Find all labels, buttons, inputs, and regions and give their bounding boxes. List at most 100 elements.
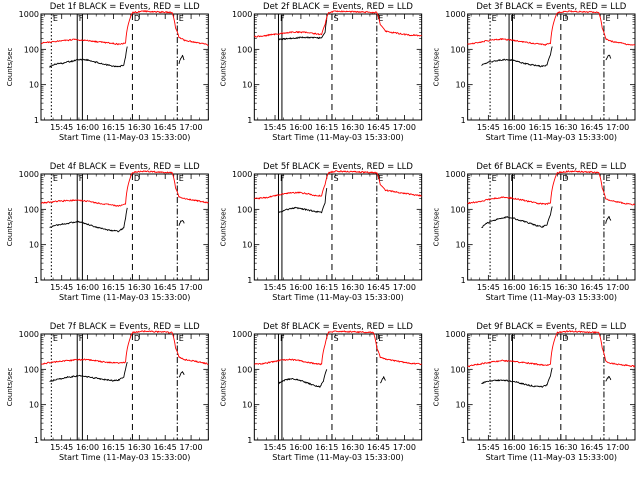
y-axis-label: Counts/sec	[219, 208, 227, 247]
x-tick-label: 16:15	[315, 443, 338, 452]
panel-title: Det 3f BLACK = Events, RED = LLD	[476, 2, 626, 12]
events-series-line	[379, 376, 386, 384]
events-series-line	[278, 187, 328, 214]
x-tick-label: 16:15	[529, 283, 552, 292]
marker-label: E	[492, 14, 497, 23]
x-tick-label: 15:45	[477, 443, 500, 452]
y-tick-label: 10	[29, 401, 39, 410]
y-tick-label: 100	[24, 45, 39, 54]
lld-series-line	[40, 330, 209, 365]
x-tick-label: 17:00	[606, 283, 629, 292]
y-tick-label: 1	[461, 276, 466, 285]
marker-label: E	[492, 334, 497, 343]
x-tick-label: 16:00	[289, 283, 312, 292]
y-axis-label: Counts/sec	[6, 48, 14, 87]
y-tick-label: 1	[461, 436, 466, 445]
panel-1: Det 1f BLACK = Events, RED = LLD 1 10 100 10…	[6, 2, 209, 142]
marker-label: E	[53, 334, 58, 343]
marker-label: S	[333, 14, 338, 23]
y-tick-label: 100	[24, 205, 39, 214]
events-series-line	[49, 361, 128, 382]
y-tick-label: 100	[24, 365, 39, 374]
events-series-line	[605, 376, 612, 382]
marker-label: D	[134, 174, 140, 183]
events-series-line	[278, 369, 328, 388]
x-tick-label: 16:45	[580, 123, 603, 132]
x-tick-label: 15:45	[263, 283, 286, 292]
marker-label: E	[378, 174, 383, 183]
x-tick-label: 15:45	[263, 443, 286, 452]
y-tick-label: 1	[247, 436, 252, 445]
x-tick-label: 17:00	[180, 283, 203, 292]
x-tick-label: 17:00	[393, 123, 416, 132]
panel-title: Det 8f BLACK = Events, RED = LLD	[263, 322, 413, 332]
x-tick-label: 16:45	[154, 283, 177, 292]
y-axis-label: Counts/sec	[433, 48, 441, 87]
marker-label: E	[378, 334, 383, 343]
marker-label: D	[562, 334, 568, 343]
y-axis-label: Counts/sec	[433, 208, 441, 247]
x-axis-label: Start Time (11-May-03 15:33:00)	[59, 293, 190, 302]
x-tick-label: 15:45	[263, 123, 286, 132]
marker-label: E	[605, 334, 610, 343]
plot-frame	[40, 13, 209, 121]
panel-5: Det 5f BLACK = Events, RED = LLD 1 10 100 10…	[219, 162, 423, 302]
marker-label: F	[511, 334, 516, 343]
y-tick-label: 1000	[19, 170, 39, 179]
y-tick-label: 1	[34, 116, 39, 125]
events-series-line	[49, 46, 128, 68]
y-tick-label: 1000	[232, 330, 252, 339]
lld-series-line	[467, 10, 636, 46]
y-tick-label: 1	[247, 276, 252, 285]
y-axis-label: Counts/sec	[6, 208, 14, 247]
plot-frame	[467, 13, 636, 121]
marker-label: F	[79, 174, 84, 183]
marker-label: E	[378, 14, 383, 23]
x-axis-label: Start Time (11-May-03 15:33:00)	[486, 293, 617, 302]
y-tick-label: 1	[34, 436, 39, 445]
plot-frame	[467, 173, 636, 281]
x-tick-label: 16:00	[503, 283, 526, 292]
marker-label: F	[511, 174, 516, 183]
x-axis-label: Start Time (11-May-03 15:33:00)	[59, 133, 190, 142]
y-tick-label: 100	[450, 45, 465, 54]
marker-label: S	[333, 174, 338, 183]
x-tick-label: 16:15	[102, 443, 125, 452]
y-tick-label: 100	[450, 365, 465, 374]
y-tick-label: 100	[237, 365, 252, 374]
marker-label: S	[333, 334, 338, 343]
x-tick-label: 16:30	[341, 283, 364, 292]
marker-label: F	[511, 14, 516, 23]
x-tick-label: 16:30	[128, 443, 151, 452]
marker-label: F	[280, 174, 285, 183]
marker-label: F	[280, 334, 285, 343]
x-tick-label: 16:45	[154, 123, 177, 132]
panel-8: Det 8f BLACK = Events, RED = LLD 1 10 100 10…	[219, 322, 423, 462]
panel-4: Det 4f BLACK = Events, RED = LLD 1 10 100 10…	[6, 162, 209, 302]
marker-label: D	[134, 334, 140, 343]
x-tick-label: 16:30	[341, 123, 364, 132]
marker-label: E	[605, 174, 610, 183]
events-series-line	[481, 206, 553, 229]
y-axis-label: Counts/sec	[219, 48, 227, 87]
x-tick-label: 16:00	[289, 123, 312, 132]
x-tick-label: 16:30	[128, 283, 151, 292]
y-tick-label: 1	[461, 116, 466, 125]
events-series-line	[481, 367, 553, 388]
y-tick-label: 1000	[19, 330, 39, 339]
y-tick-label: 1000	[19, 10, 39, 19]
plot-frame	[253, 13, 423, 121]
lld-series-line	[40, 170, 209, 207]
x-tick-label: 16:00	[76, 443, 99, 452]
events-series-line	[605, 54, 612, 61]
x-tick-label: 17:00	[393, 283, 416, 292]
x-tick-label: 16:45	[367, 443, 390, 452]
lld-series-line	[253, 170, 422, 200]
lld-series-line	[467, 170, 636, 206]
x-tick-label: 16:15	[315, 123, 338, 132]
y-tick-label: 10	[242, 81, 252, 90]
x-tick-label: 16:00	[503, 123, 526, 132]
x-tick-label: 16:30	[554, 283, 577, 292]
plot-frame	[40, 333, 209, 441]
